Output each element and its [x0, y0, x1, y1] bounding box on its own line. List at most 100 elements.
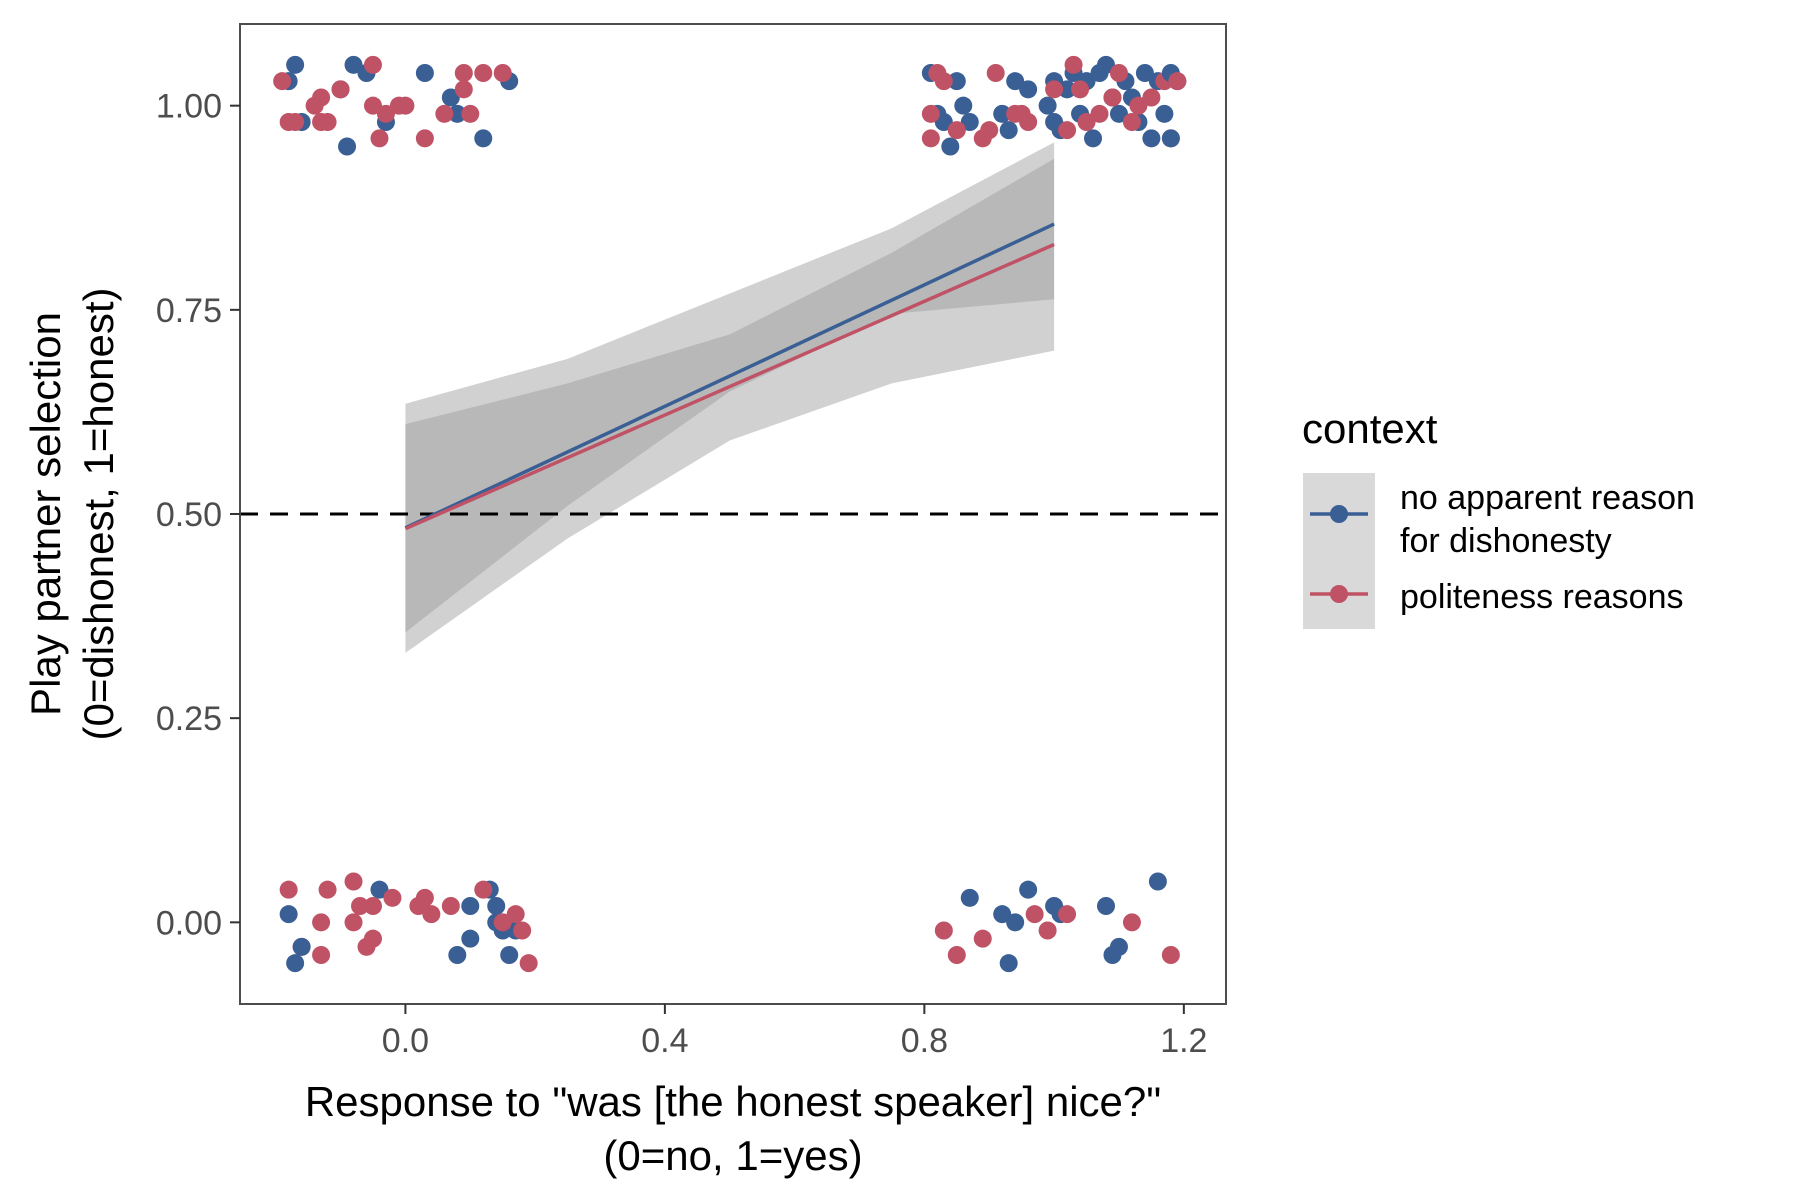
data-point-series-0 [286, 55, 305, 74]
data-point-series-1 [1058, 121, 1077, 140]
data-point-series-0 [279, 905, 298, 924]
data-point-series-1 [980, 121, 999, 140]
data-point-series-0 [441, 88, 460, 107]
data-point-series-0 [474, 129, 493, 148]
x-axis-title-line1: Response to "was [the honest speaker] ni… [305, 1078, 1161, 1125]
data-point-series-1 [318, 880, 337, 899]
data-point-series-1 [921, 129, 940, 148]
legend: context no apparent reason for dishonesty… [1302, 405, 1695, 629]
data-point-series-0 [960, 888, 979, 907]
confidence-ribbons [405, 142, 1055, 653]
data-point-series-0 [960, 113, 979, 131]
data-point-series-1 [1038, 921, 1057, 940]
data-point-series-0 [1109, 937, 1128, 956]
data-point-series-1 [435, 104, 454, 123]
x-tick-label: 0.8 [901, 1022, 948, 1060]
data-point-series-0 [1084, 129, 1103, 148]
y-axis-ticks: 0.00 0.25 0.50 0.75 1.00 [156, 88, 240, 942]
data-point-series-0 [1006, 913, 1025, 932]
legend-key-point-1 [1330, 585, 1348, 603]
data-point-series-1 [422, 905, 441, 924]
data-point-series-1 [363, 96, 382, 115]
data-point-series-0 [1006, 72, 1025, 91]
data-point-series-0 [993, 905, 1012, 924]
data-point-series-1 [370, 129, 389, 148]
data-point-series-0 [1161, 129, 1180, 148]
fit-line-0 [404, 222, 1055, 530]
data-point-series-1 [947, 946, 966, 964]
data-point-series-1 [934, 921, 953, 940]
data-point-series-1 [513, 921, 532, 940]
data-point-series-1 [312, 88, 331, 107]
data-point-series-1 [286, 113, 305, 131]
fit-lines [404, 222, 1055, 531]
data-point-series-1 [376, 104, 395, 123]
confidence-ribbon-1 [405, 142, 1055, 653]
data-point-series-1 [1058, 905, 1077, 924]
data-point-series-1 [396, 96, 415, 115]
y-axis-title-line2: (0=dishonest, 1=honest) [75, 288, 122, 741]
data-point-series-1 [519, 954, 538, 973]
data-point-series-0 [947, 72, 966, 91]
data-point-series-0 [286, 954, 305, 973]
data-point-series-1 [1142, 88, 1161, 107]
data-point-series-0 [461, 929, 480, 948]
data-point-series-1 [493, 64, 512, 82]
data-point-series-1 [273, 72, 292, 91]
x-axis-ticks: 0.0 0.4 0.8 1.2 [382, 1004, 1207, 1060]
data-point-series-0 [487, 897, 506, 915]
data-point-series-0 [1148, 872, 1167, 891]
data-point-series-1 [1025, 905, 1044, 924]
data-point-series-0 [338, 137, 357, 156]
data-points [273, 55, 1187, 973]
data-point-series-0 [1096, 897, 1115, 915]
data-point-series-0 [1019, 880, 1038, 899]
data-point-series-0 [1109, 104, 1128, 123]
data-point-series-0 [1096, 55, 1115, 74]
legend-label-0: no apparent reason [1400, 479, 1695, 517]
data-point-series-1 [441, 897, 460, 915]
data-point-series-1 [363, 897, 382, 915]
data-point-series-1 [973, 929, 992, 948]
data-point-series-0 [500, 946, 519, 964]
data-point-series-0 [1135, 64, 1154, 82]
data-point-series-0 [993, 104, 1012, 123]
y-tick-label: 0.00 [156, 904, 222, 942]
data-point-series-0 [370, 880, 389, 899]
data-point-series-1 [461, 104, 480, 123]
legend-title: context [1302, 405, 1438, 452]
data-point-series-1 [1109, 64, 1128, 82]
data-point-series-0 [934, 113, 953, 131]
data-point-series-1 [1168, 72, 1187, 91]
y-tick-label: 0.75 [156, 292, 222, 330]
x-tick-label: 0.4 [641, 1022, 688, 1060]
data-point-series-0 [461, 897, 480, 915]
data-point-series-1 [1122, 113, 1141, 131]
data-point-series-1 [506, 905, 525, 924]
data-point-series-1 [1129, 96, 1148, 115]
data-point-series-1 [493, 913, 512, 932]
data-point-series-1 [363, 55, 382, 74]
legend-keys [1310, 505, 1368, 603]
data-point-series-1 [1019, 113, 1038, 131]
data-point-series-1 [279, 880, 298, 899]
data-point-series-1 [415, 888, 434, 907]
x-tick-label: 1.2 [1160, 1022, 1207, 1060]
data-point-series-0 [999, 954, 1018, 973]
x-axis-title-line2: (0=no, 1=yes) [603, 1132, 862, 1179]
data-point-series-1 [947, 121, 966, 140]
data-point-series-1 [1090, 104, 1109, 123]
x-tick-label: 0.0 [382, 1022, 429, 1060]
y-tick-label: 0.50 [156, 496, 222, 534]
data-point-series-0 [448, 104, 467, 123]
data-point-series-1 [383, 888, 402, 907]
fit-line-1 [404, 242, 1055, 531]
data-point-series-1 [312, 913, 331, 932]
data-point-series-0 [999, 121, 1018, 140]
y-tick-label: 0.25 [156, 700, 222, 738]
data-point-series-1 [1045, 80, 1064, 99]
data-point-series-1 [454, 80, 473, 99]
data-point-series-1 [344, 913, 363, 932]
y-tick-label: 1.00 [156, 88, 222, 126]
